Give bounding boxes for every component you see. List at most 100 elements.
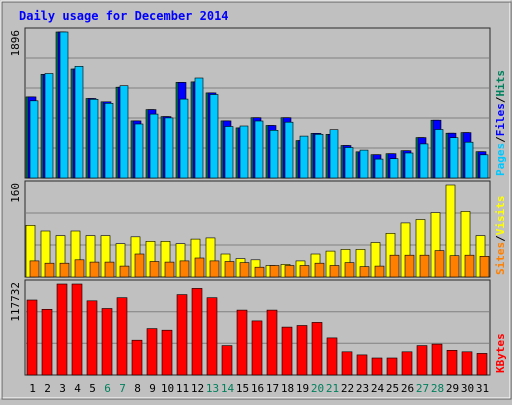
bar-kbytes-day-11 — [176, 294, 188, 376]
bar-pages-day-9 — [149, 113, 159, 179]
bar-sites-day-9 — [149, 261, 160, 278]
bar-sites-day-11 — [179, 260, 190, 278]
bar-pages-day-13 — [209, 94, 219, 179]
bar-pages-day-6 — [104, 103, 114, 179]
bar-kbytes-day-10 — [161, 329, 173, 376]
series-label-separator: / — [494, 96, 507, 103]
bar-kbytes-day-29 — [446, 349, 458, 376]
bar-sites-day-6 — [104, 261, 115, 278]
bar-kbytes-day-30 — [461, 351, 473, 376]
x-tick-label-day-4: 4 — [74, 382, 81, 395]
series-label-files: Files — [494, 103, 507, 136]
bar-kbytes-day-13 — [206, 297, 218, 376]
bar-sites-day-27 — [419, 254, 430, 278]
bar-pages-day-2 — [44, 73, 54, 179]
x-tick-label-day-31: 31 — [476, 382, 489, 395]
x-tick-label-day-5: 5 — [89, 382, 96, 395]
x-tick-label-day-10: 10 — [161, 382, 174, 395]
bar-pages-day-18 — [284, 121, 294, 179]
bar-sites-day-22 — [344, 262, 355, 278]
x-tick-label-day-21: 21 — [326, 382, 339, 395]
series-label-pages-files-hits: Pages/Files/Hits — [494, 70, 507, 176]
series-label-separator: / — [494, 235, 507, 242]
bar-kbytes-day-12 — [191, 288, 203, 376]
bar-sites-day-21 — [329, 265, 340, 278]
bar-sites-day-13 — [209, 260, 220, 278]
bar-sites-day-23 — [359, 266, 370, 278]
bar-pages-day-25 — [389, 158, 399, 179]
bar-sites-day-18 — [284, 265, 295, 278]
x-tick-label-day-6: 6 — [104, 382, 111, 395]
series-label-kbytes: KBytes — [494, 333, 507, 373]
bar-kbytes-day-14 — [221, 345, 233, 376]
bar-sites-day-20 — [314, 262, 325, 278]
bar-kbytes-day-21 — [326, 337, 338, 376]
bar-pages-day-21 — [329, 129, 339, 179]
bar-sites-day-14 — [224, 261, 235, 278]
series-label-visits: Visits — [494, 196, 507, 236]
bar-pages-day-23 — [359, 149, 369, 179]
bar-sites-day-31 — [479, 255, 490, 278]
x-tick-label-day-13: 13 — [206, 382, 219, 395]
bar-sites-day-24 — [374, 265, 385, 278]
bar-kbytes-day-6 — [101, 308, 113, 376]
series-label-pages: Pages — [494, 143, 507, 176]
x-tick-label-day-8: 8 — [134, 382, 141, 395]
bar-kbytes-day-26 — [401, 351, 413, 376]
x-tick-label-day-14: 14 — [221, 382, 235, 395]
x-tick-label-day-30: 30 — [461, 382, 474, 395]
bar-sites-day-8 — [134, 253, 145, 278]
bar-kbytes-day-22 — [341, 351, 353, 376]
bar-kbytes-day-3 — [56, 283, 68, 376]
bar-kbytes-day-23 — [356, 354, 368, 376]
bar-sites-day-2 — [44, 262, 55, 278]
y-max-label-sites-visits: 160 — [9, 183, 22, 203]
bar-sites-day-4 — [74, 259, 85, 278]
bar-kbytes-day-27 — [416, 345, 428, 376]
bar-sites-day-29 — [449, 255, 460, 278]
bar-kbytes-day-7 — [116, 297, 128, 376]
y-max-label-kbytes: 117732 — [9, 282, 22, 322]
bar-sites-day-5 — [89, 261, 100, 278]
bar-pages-day-28 — [434, 129, 444, 179]
bar-kbytes-day-18 — [281, 326, 293, 376]
x-tick-label-day-29: 29 — [446, 382, 459, 395]
bar-pages-day-26 — [404, 152, 414, 179]
plot-layer: 1896Pages/Files/Hits160Sites/Visits11773… — [9, 27, 507, 395]
bar-kbytes-day-4 — [71, 283, 83, 376]
series-label-separator: / — [494, 136, 507, 143]
bar-pages-day-16 — [254, 120, 264, 179]
x-tick-label-day-7: 7 — [119, 382, 126, 395]
bar-pages-day-29 — [449, 137, 459, 179]
x-tick-label-day-28: 28 — [431, 382, 444, 395]
bar-pages-day-10 — [164, 117, 174, 179]
bar-kbytes-day-19 — [296, 325, 308, 376]
x-tick-label-day-1: 1 — [29, 382, 36, 395]
bar-sites-day-16 — [254, 266, 265, 278]
bar-pages-day-12 — [194, 77, 204, 179]
bar-sites-day-26 — [404, 254, 415, 278]
x-tick-label-day-17: 17 — [266, 382, 279, 395]
bar-kbytes-day-17 — [266, 309, 278, 376]
bar-pages-day-5 — [89, 99, 99, 179]
y-max-label-pages-files-hits: 1896 — [9, 30, 22, 57]
x-tick-label-day-19: 19 — [296, 382, 309, 395]
bar-pages-day-11 — [179, 98, 189, 179]
bar-sites-day-1 — [29, 260, 40, 278]
bar-sites-day-10 — [164, 261, 175, 278]
bar-pages-day-17 — [269, 130, 279, 179]
bar-pages-day-22 — [344, 147, 354, 179]
series-label-hits: Hits — [494, 70, 507, 97]
bar-kbytes-day-15 — [236, 309, 248, 376]
x-tick-label-day-20: 20 — [311, 382, 324, 395]
bar-pages-day-1 — [29, 100, 39, 179]
x-tick-label-day-12: 12 — [191, 382, 204, 395]
bar-kbytes-day-2 — [41, 308, 53, 376]
bar-pages-day-3 — [59, 31, 69, 179]
bar-kbytes-day-8 — [131, 339, 143, 376]
x-tick-label-day-22: 22 — [341, 382, 354, 395]
x-tick-label-day-18: 18 — [281, 382, 294, 395]
